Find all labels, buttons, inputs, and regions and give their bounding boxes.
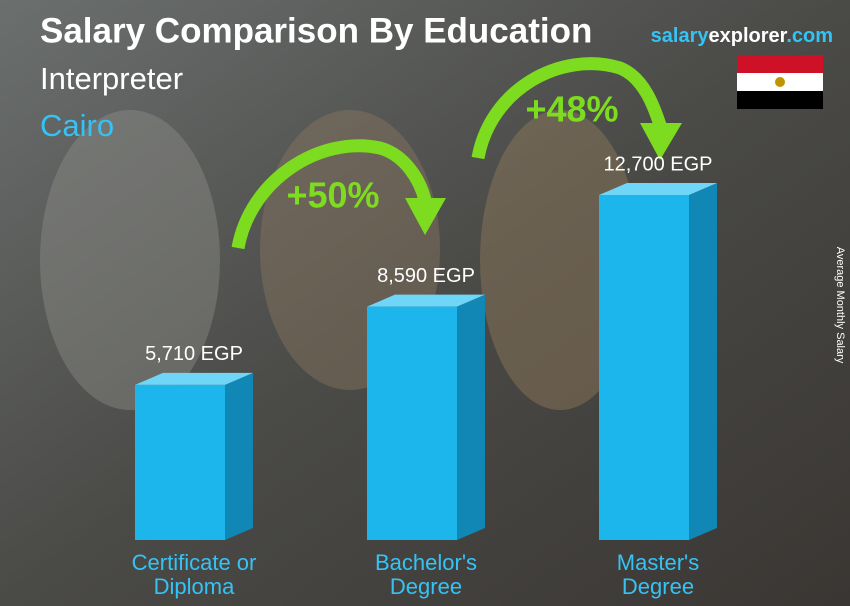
chart-title: Salary Comparison By Education	[40, 11, 592, 50]
bar-top	[135, 372, 253, 385]
bar-top	[599, 183, 717, 195]
background-shape	[40, 110, 220, 410]
brand-part: salary	[651, 25, 710, 47]
arrow	[471, 57, 667, 160]
brand-part: .com	[786, 25, 833, 47]
annotation: +50%	[286, 175, 379, 216]
flag-emblem	[775, 77, 785, 87]
bar-top	[367, 294, 485, 307]
flag	[737, 55, 823, 109]
value-label: 8,590 EGP	[377, 265, 475, 287]
arrow-head	[405, 198, 446, 235]
y-axis-label: Average Monthly Salary	[834, 247, 846, 364]
flag-stripe	[737, 55, 823, 73]
value-label: 5,710 EGP	[145, 343, 243, 365]
bar	[367, 306, 457, 540]
arrow	[231, 139, 432, 250]
arrow-head	[640, 123, 682, 160]
location: Cairo	[40, 108, 114, 143]
bar-side	[457, 294, 485, 540]
value-label: 12,700 EGP	[604, 153, 713, 175]
flag-stripe	[737, 91, 823, 109]
bar	[135, 384, 225, 540]
brand: salaryexplorer.com	[651, 25, 833, 47]
annotation: +48%	[525, 89, 618, 130]
brand-part: explorer	[708, 25, 787, 47]
subtitle: Interpreter	[40, 61, 183, 96]
x-tick-label: Certificate or Diploma	[131, 550, 257, 599]
x-tick-label: Master's Degree	[616, 550, 700, 599]
bar-side	[225, 372, 253, 540]
bar	[599, 195, 689, 540]
x-tick-label: Bachelor's Degree	[374, 550, 478, 599]
bar-side	[689, 183, 717, 540]
